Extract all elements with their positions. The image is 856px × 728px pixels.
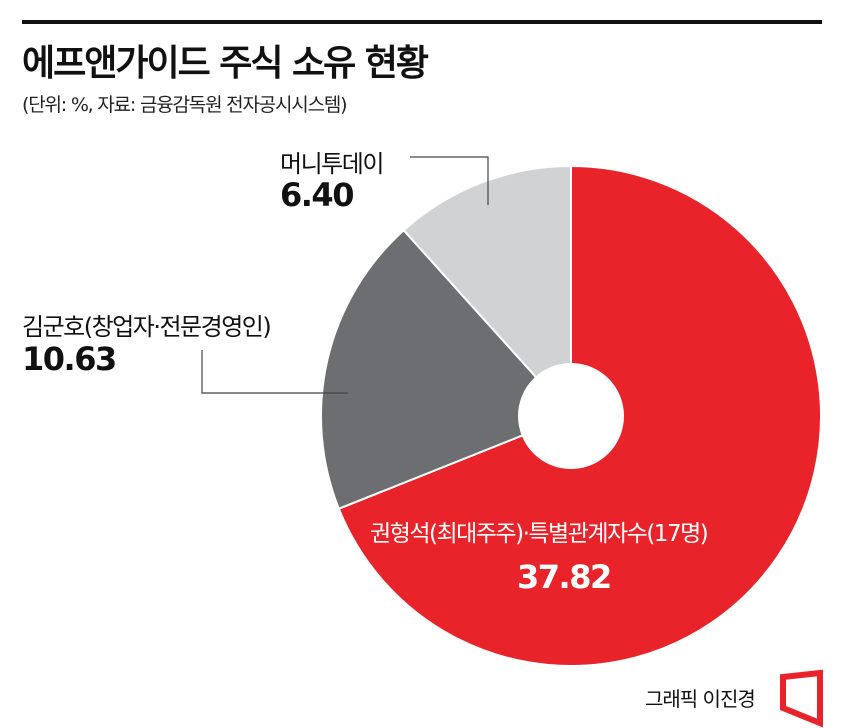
credit: 그래픽 이진경 xyxy=(645,687,756,711)
slice-label-kim: 김군호(창업자·전문경영인) xyxy=(22,313,272,341)
slice-value-kim: 10.63 xyxy=(22,340,117,378)
chart-title: 에프앤가이드 주식 소유 현황 xyxy=(22,43,429,84)
credit-logo-icon xyxy=(780,669,823,728)
leader-line-moneytoday xyxy=(410,156,489,205)
donut-hole xyxy=(518,363,624,469)
slice-label-moneytoday: 머니투데이 xyxy=(280,150,384,178)
leader-line-kim xyxy=(201,350,348,394)
slice-label-kwon: 권형석(최대주주)·특별관계자수(17명) xyxy=(370,521,709,547)
pie-slice-2 xyxy=(402,164,572,419)
chart-subtitle: (단위: %, 자료: 금융감독원 전자공시시스템) xyxy=(22,94,348,116)
pie-slice-1 xyxy=(320,228,573,511)
slice-value-kwon: 37.82 xyxy=(517,558,612,596)
slice-value-moneytoday: 6.40 xyxy=(280,176,354,214)
top-rule xyxy=(22,20,822,24)
